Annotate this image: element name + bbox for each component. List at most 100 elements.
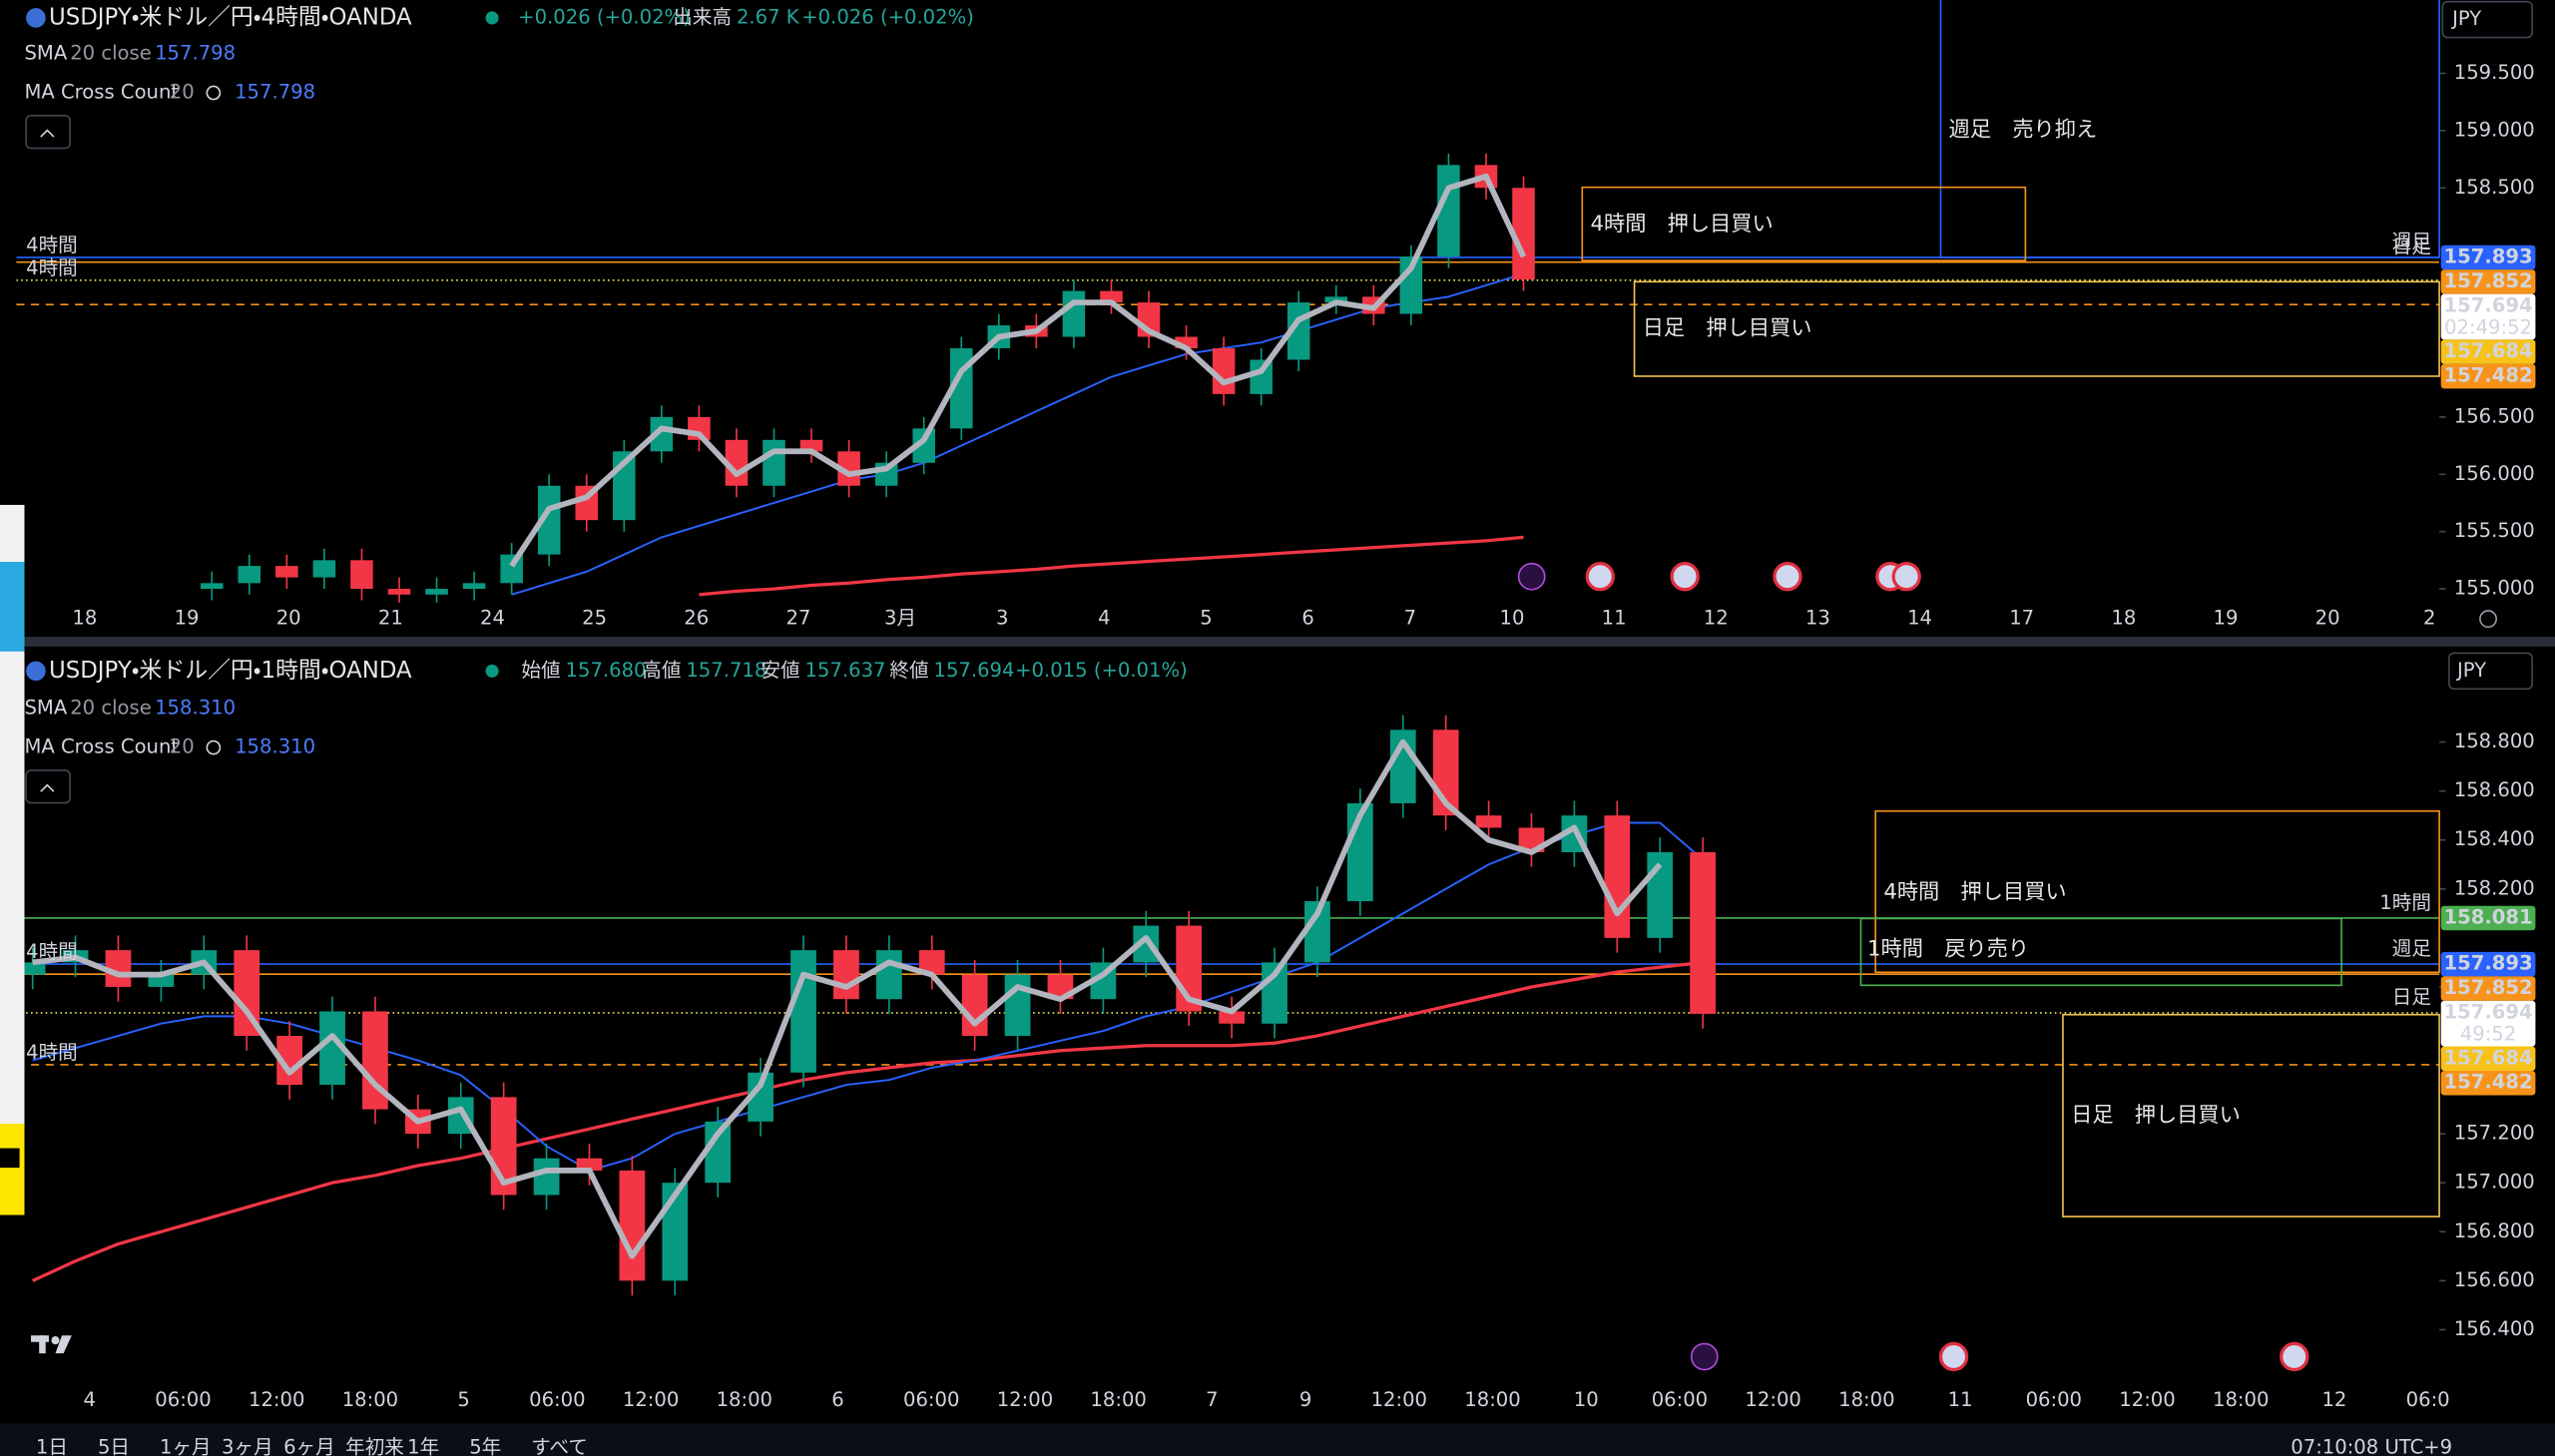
range-button[interactable]: 年初来 [345, 1435, 404, 1456]
zone-box[interactable] [2062, 1013, 2440, 1217]
candle-body [1690, 851, 1716, 1014]
range-buttons: 1日 5日 1ヶ月 3ヶ月 6ヶ月 年初来 1年 5年 すべて [36, 1435, 588, 1456]
level-label: 週足 [2392, 231, 2431, 253]
collapse-button[interactable] [25, 769, 72, 804]
x-tick-label: 06:0 [2406, 1388, 2450, 1411]
zone-label: 1時間 戻り売り [1867, 936, 2029, 961]
range-button[interactable]: 5年 [469, 1435, 501, 1456]
x-tick-label: 18 [2111, 607, 2136, 630]
y-tick-label: 155.500 [2454, 519, 2535, 542]
y-tick-label: 158.200 [2454, 876, 2535, 899]
panel-separator[interactable] [0, 637, 2555, 647]
indicator-params: 20 close [70, 696, 152, 719]
price-tag [2440, 1071, 2536, 1096]
price-tag-label: 157.694 [2443, 1001, 2532, 1024]
x-tick-label: 12:00 [249, 1388, 304, 1411]
indicator-value: 157.798 [155, 41, 236, 64]
price-tag-label: 158.081 [2443, 905, 2532, 928]
candle-body [238, 566, 261, 584]
event-icon[interactable] [1773, 562, 1802, 592]
event-icon[interactable] [1670, 562, 1700, 592]
countdown: 49:52 [2460, 1023, 2516, 1046]
ohlc-value: 157.694 [934, 659, 1015, 682]
event-icon[interactable] [1938, 1341, 1969, 1372]
candle-body [1004, 974, 1031, 1036]
event-icon[interactable] [1585, 562, 1615, 592]
candle-body [1604, 815, 1631, 938]
toolbar-active[interactable] [0, 562, 25, 652]
event-icon[interactable] [1517, 562, 1546, 591]
candle-body [425, 589, 448, 595]
status-dot [485, 664, 499, 678]
x-tick-label: 13 [1805, 607, 1830, 630]
indicator-name: SMA [24, 41, 67, 64]
zone-box[interactable] [1859, 917, 2342, 987]
x-tick-label: 11 [1602, 607, 1627, 630]
toolbar-icon[interactable] [0, 1148, 20, 1169]
level-label: 日足 [2392, 235, 2431, 257]
currency: JPY [2450, 7, 2481, 30]
range-button[interactable]: すべて [531, 1435, 588, 1456]
range-button[interactable]: 3ヶ月 [222, 1435, 273, 1456]
level-label: 1時間 [2379, 891, 2431, 914]
y-tick-label: 156.400 [2454, 1317, 2535, 1340]
ohlc-value: 157.680 [566, 659, 647, 682]
visibility-icon[interactable] [206, 85, 222, 101]
currency: JPY [2455, 659, 2486, 682]
range-button[interactable]: 5日 [98, 1435, 130, 1456]
candle-body [961, 974, 988, 1036]
zone-box[interactable] [1633, 280, 2440, 377]
zone-box[interactable] [1874, 809, 2440, 974]
x-tick-label: 12:00 [1371, 1388, 1427, 1411]
candle-body [799, 439, 823, 452]
y-tick-label: 157.000 [2454, 1171, 2535, 1194]
ohlc-label: 始値 [521, 659, 560, 682]
x-tick-label: 7 [1206, 1388, 1218, 1411]
ma-cross-line [509, 173, 1527, 568]
range-button[interactable]: 6ヶ月 [283, 1435, 335, 1456]
volume-change: +0.026 (+0.02%) [801, 5, 974, 28]
candle-body [1512, 188, 1535, 280]
x-tick-label: 3月 [884, 607, 916, 630]
price-tag-label: 157.852 [2443, 269, 2532, 292]
event-icon[interactable] [2280, 1341, 2309, 1372]
zone-box[interactable] [1581, 186, 2027, 261]
candle-body [790, 950, 816, 1073]
indicator-params: 20 [170, 735, 195, 758]
indicator-params: 20 close [70, 41, 152, 64]
x-tick-label: 18 [72, 607, 97, 630]
price-tag-label: 157.893 [2443, 952, 2532, 975]
x-tick-label: 5 [1200, 607, 1212, 630]
range-button[interactable]: 1日 [36, 1435, 68, 1456]
range-button[interactable]: 1ヶ月 [160, 1435, 212, 1456]
event-icon[interactable] [1891, 562, 1921, 592]
level-label: 4時間 [26, 234, 78, 256]
candle-body [912, 428, 935, 463]
settings-icon[interactable] [2479, 610, 2498, 629]
x-tick-label: 14 [1907, 607, 1932, 630]
plot-area [16, 715, 2440, 1296]
currency-button[interactable] [2441, 0, 2533, 39]
volume: 2.67 K [737, 5, 800, 28]
zone-box[interactable] [1939, 0, 2440, 258]
event-icon[interactable] [1690, 1342, 1719, 1371]
price-tag [2440, 244, 2536, 270]
candle-body [763, 439, 785, 486]
price-tag [2440, 269, 2536, 294]
visibility-icon[interactable] [206, 739, 222, 755]
x-tick-label: 19 [2214, 607, 2239, 630]
candle-body [1100, 290, 1123, 303]
range-button[interactable]: 1年 [407, 1435, 439, 1456]
level-label: 4時間 [26, 940, 78, 963]
candle-body [200, 583, 224, 590]
indicator-value: 157.798 [235, 81, 315, 104]
indicator-name: SMA [24, 696, 67, 719]
x-tick-label: 12:00 [2119, 1388, 2175, 1411]
x-tick-label: 06:00 [529, 1388, 585, 1411]
price-tag [2440, 905, 2536, 931]
currency-button[interactable] [2448, 652, 2533, 691]
toolbar-color[interactable] [0, 1124, 25, 1215]
collapse-button[interactable] [25, 115, 72, 150]
candle-body [19, 962, 46, 975]
